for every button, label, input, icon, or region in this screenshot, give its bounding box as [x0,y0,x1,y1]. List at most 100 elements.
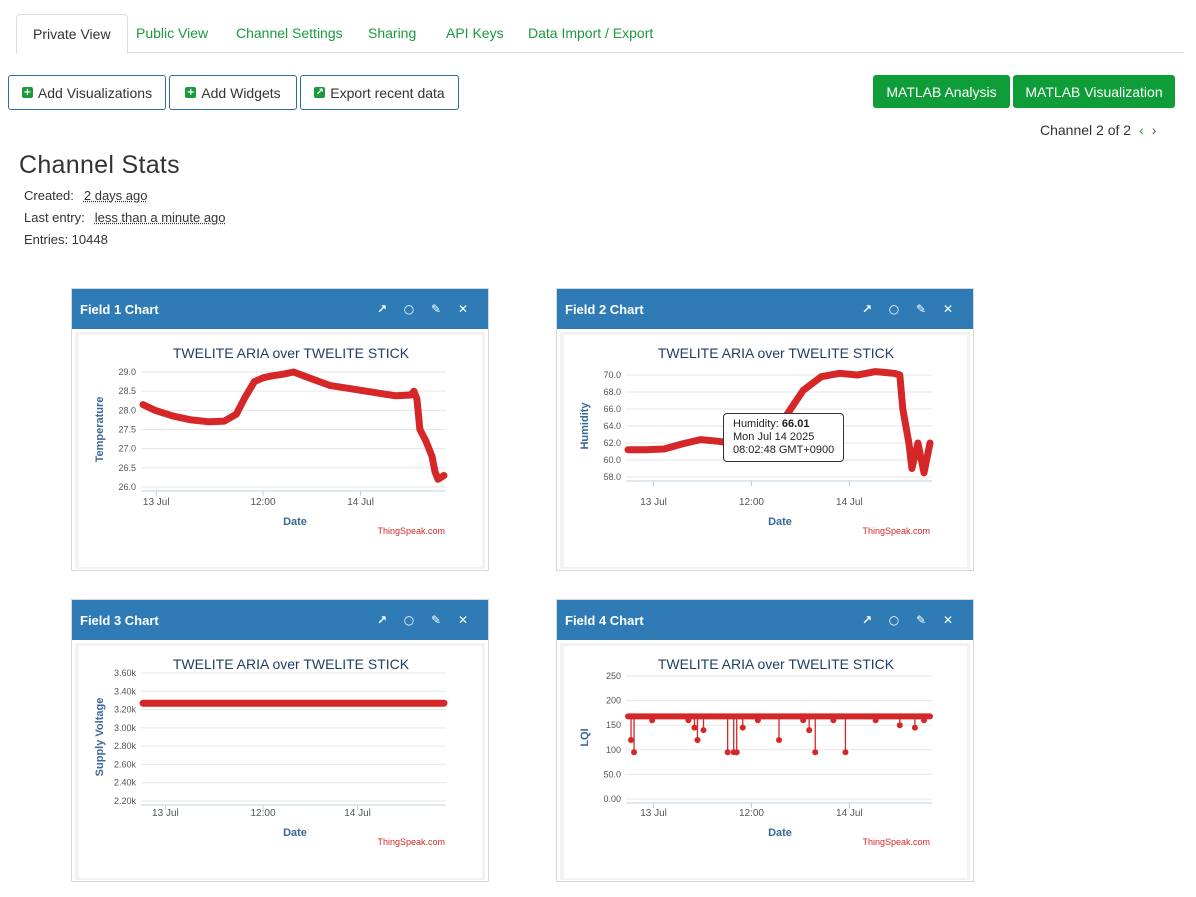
external-link-icon[interactable]: ↗ [861,302,873,316]
panel-tools: ↗ ○ ✎ ✕ [375,289,470,329]
panel-tools: ↗ ○ ✎ ✕ [375,600,470,640]
export-recent-data-label: Export recent data [330,84,445,101]
field-1-chart-panel: Field 1 Chart ↗ ○ ✎ ✕ TWELITE ARIA over TWELI… [71,288,489,571]
chart-area: TWELITE ARIA over TWELITE STICK 250 200 150… [564,646,967,878]
close-icon[interactable]: ✕ [942,302,954,316]
panel-title: Field 3 Chart [80,612,159,628]
x-tick-label: 12:00 [250,808,275,819]
external-link-icon[interactable]: ↗ [376,302,388,316]
data-point [628,736,635,743]
y-tick-label: 100 [606,745,621,755]
add-widgets-button[interactable]: + Add Widgets [169,75,297,110]
created-label: Created: [24,188,74,203]
x-tick-label: 12:00 [739,808,764,819]
tab-bar: Private View Public View Channel Setting… [16,14,1184,54]
export-recent-data-button[interactable]: ↗ Export recent data [300,75,459,110]
data-point [691,724,698,731]
y-tick-label: 26.5 [118,463,136,473]
series-line [139,368,448,483]
y-tick-label: 0.00 [603,794,621,804]
data-point [631,749,638,756]
panel-header: Field 2 Chart ↗ ○ ✎ ✕ [557,289,973,329]
x-tick-label: 13 Jul [640,808,667,819]
comment-icon[interactable]: ○ [403,302,415,316]
panel-body: TWELITE ARIA over TWELITE STICK 29.0 28.5 2… [75,332,485,569]
chart-title: TWELITE ARIA over TWELITE STICK [658,656,895,672]
field-3-chart-panel: Field 3 Chart ↗ ○ ✎ ✕ TWELITE ARIA over TWELI… [71,599,489,882]
pencil-icon[interactable]: ✎ [915,613,927,627]
data-point [694,736,701,743]
credit-label: ThingSpeak.com [377,526,445,536]
y-axis-label: LQI [579,728,591,746]
data-point [700,727,707,734]
x-axis-label: Date [283,516,307,528]
chevron-right-icon[interactable]: › [1151,122,1157,138]
credit-label: ThingSpeak.com [862,526,930,536]
y-tick-label: 28.0 [118,405,136,415]
y-tick-label: 150 [606,720,621,730]
y-axis-label: Supply Voltage [94,698,106,777]
data-point [806,727,813,734]
chart-title: TWELITE ARIA over TWELITE STICK [173,345,410,361]
matlab-visualization-button[interactable]: MATLAB Visualization [1013,75,1175,108]
pencil-icon[interactable]: ✎ [430,613,442,627]
close-icon[interactable]: ✕ [457,302,469,316]
x-tick-label: 14 Jul [836,808,863,819]
tab-private-view[interactable]: Private View [16,14,128,54]
matlab-analysis-button[interactable]: MATLAB Analysis [873,75,1010,108]
chevron-left-icon[interactable]: ‹ [1139,122,1144,138]
channel-navigation: Channel 2 of 2 ‹ › [1040,121,1180,139]
field-4-chart-panel: Field 4 Chart ↗ ○ ✎ ✕ TWELITE ARIA over TWELI… [556,599,974,882]
y-tick-label: 3.40k [114,686,137,696]
y-tick-label: 3.00k [114,723,137,733]
y-tick-label: 29.0 [118,367,136,377]
data-point [733,749,740,756]
panel-title: Field 4 Chart [565,612,644,628]
panel-title: Field 2 Chart [565,301,644,317]
tab-public-view[interactable]: Public View [136,25,209,41]
tab-channel-settings[interactable]: Channel Settings [236,25,343,41]
panel-body: TWELITE ARIA over TWELITE STICK 250 200 150… [560,643,970,880]
chart-area: TWELITE ARIA over TWELITE STICK 29.0 28.5 2… [79,335,482,567]
chart-area: TWELITE ARIA over TWELITE STICK 70.0 68.0 6… [564,335,967,567]
comment-icon[interactable]: ○ [888,613,900,627]
plus-icon: + [185,87,197,98]
panel-header: Field 3 Chart ↗ ○ ✎ ✕ [72,600,488,640]
y-tick-label: 66.0 [603,404,621,414]
created-value: 2 days ago [83,188,148,203]
panel-title: Field 1 Chart [80,301,159,317]
x-tick-label: 13 Jul [152,808,179,819]
external-link-icon[interactable]: ↗ [861,613,873,627]
y-axis-label: Temperature [94,397,106,463]
x-axis-label: Date [768,827,792,839]
comment-icon[interactable]: ○ [403,613,415,627]
add-widgets-label: Add Widgets [201,84,281,101]
add-visualizations-button[interactable]: + Add Visualizations [8,75,166,110]
chart-area: TWELITE ARIA over TWELITE STICK 3.60k 3.40… [79,646,482,878]
tab-data-import-export[interactable]: Data Import / Export [528,25,654,41]
chart-svg: TWELITE ARIA over TWELITE STICK 70.0 68.0 6… [579,345,934,536]
data-point [842,749,849,756]
chart-title: TWELITE ARIA over TWELITE STICK [173,656,410,672]
pencil-icon[interactable]: ✎ [915,302,927,316]
close-icon[interactable]: ✕ [457,613,469,627]
tab-api-keys[interactable]: API Keys [446,25,504,41]
data-point [685,717,692,724]
export-icon: ↗ [314,87,326,98]
pencil-icon[interactable]: ✎ [430,302,442,316]
last-entry-value: less than a minute ago [94,210,226,225]
y-tick-label: 64.0 [603,421,621,431]
tooltip-label: Humidity: [733,418,782,430]
y-tick-label: 2.40k [114,778,137,788]
comment-icon[interactable]: ○ [888,302,900,316]
y-tick-label: 70.0 [603,370,621,380]
close-icon[interactable]: ✕ [942,613,954,627]
x-tick-label: 13 Jul [143,497,170,508]
panel-header: Field 4 Chart ↗ ○ ✎ ✕ [557,600,973,640]
tab-sharing[interactable]: Sharing [368,25,417,41]
y-tick-label: 27.5 [118,425,136,435]
external-link-icon[interactable]: ↗ [376,613,388,627]
credit-label: ThingSpeak.com [377,837,445,847]
plus-icon: + [21,87,33,98]
y-axis-label: Humidity [579,402,591,450]
